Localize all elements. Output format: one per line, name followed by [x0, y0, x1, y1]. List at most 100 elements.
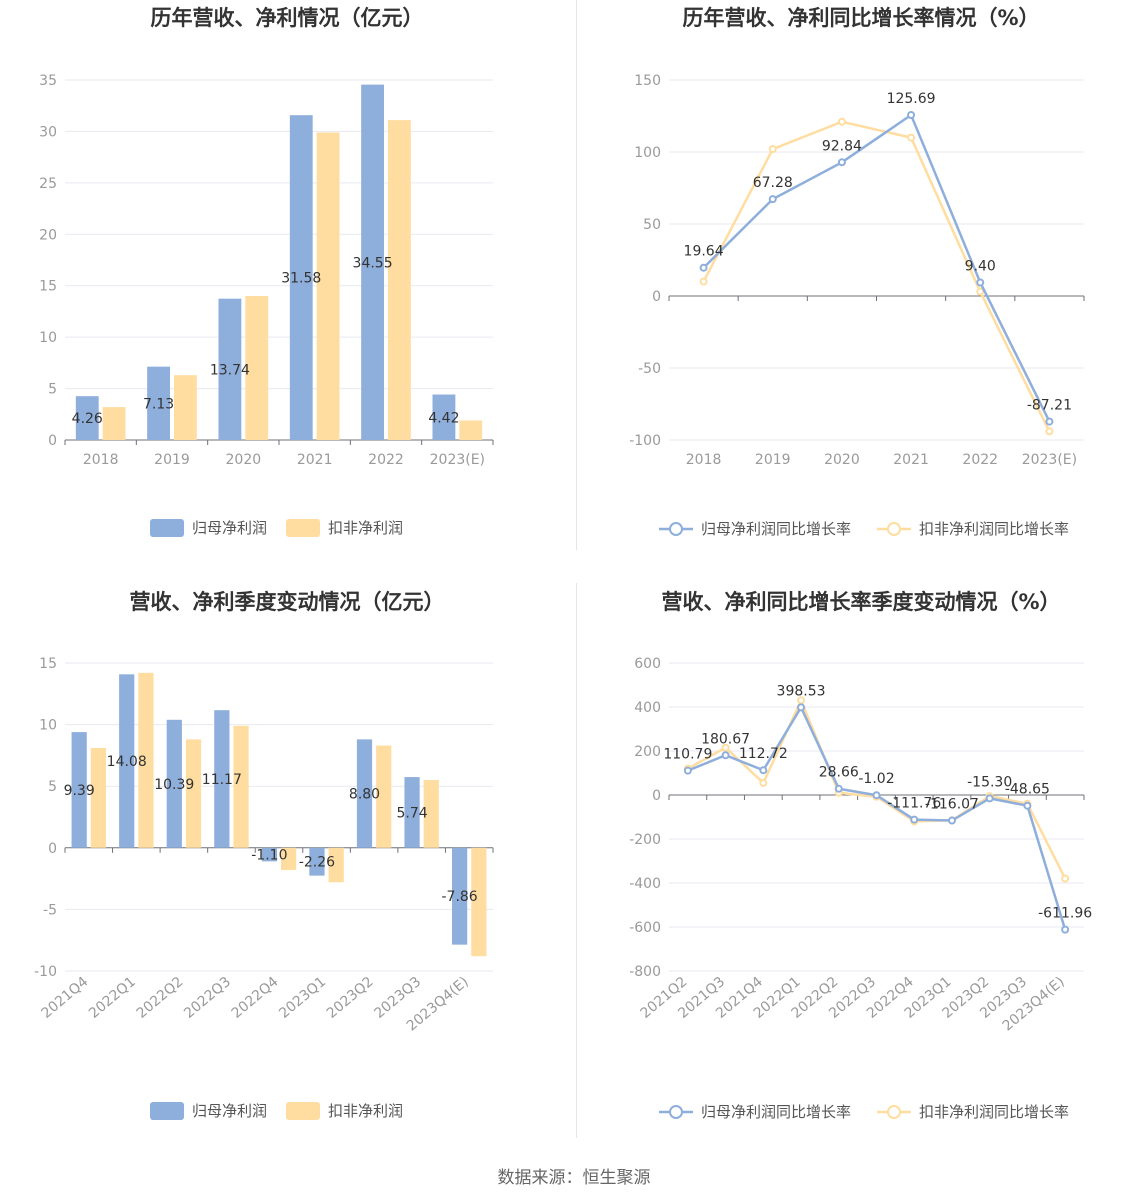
y-tick-label: -100 — [629, 433, 661, 449]
x-tick-label: 2022Q1 — [86, 974, 139, 1022]
point-series-a — [837, 158, 846, 167]
data-label: 9.39 — [64, 783, 95, 799]
x-tick-label: 2020 — [824, 452, 860, 468]
point-series-a — [1023, 801, 1032, 810]
y-tick-label: 5 — [48, 382, 57, 398]
data-label: 5.74 — [396, 805, 427, 821]
y-tick-label: -200 — [629, 832, 661, 848]
y-tick-label: 0 — [48, 433, 57, 449]
y-tick-label: 10 — [39, 330, 57, 346]
data-label: 112.72 — [739, 746, 788, 762]
y-tick-label: 600 — [634, 656, 661, 672]
point-series-b — [907, 133, 916, 142]
legend-label-a: 归母净利润同比增长率 — [701, 1103, 851, 1121]
bar-series-a — [75, 396, 99, 440]
x-tick-label: 2019 — [755, 452, 791, 468]
data-label: -7.86 — [441, 889, 477, 905]
point-series-a — [976, 278, 985, 287]
bar-series-b — [138, 672, 154, 848]
y-tick-label: 30 — [39, 124, 57, 140]
bar-series-b — [90, 748, 106, 848]
source-note: 数据来源：恒生聚源 — [497, 1168, 651, 1188]
y-tick-label: -5 — [43, 902, 57, 918]
point-series-b — [768, 145, 777, 154]
legend-marker-a — [669, 1105, 683, 1119]
point-series-a — [759, 766, 768, 775]
point-series-b — [1045, 427, 1054, 436]
legend-label-a: 归母净利润同比增长率 — [701, 520, 851, 538]
bar-series-b — [233, 725, 249, 848]
x-tick-label: 2022Q3 — [181, 974, 234, 1022]
data-label: 34.55 — [353, 255, 393, 271]
x-tick-label: 2021 — [893, 452, 929, 468]
point-series-a — [985, 794, 994, 803]
chart-title: 营收、净利同比增长率季度变动情况（%） — [661, 590, 1060, 614]
legend-marker-b — [887, 522, 901, 536]
x-tick-label: 2018 — [686, 452, 722, 468]
bar-series-b — [316, 132, 340, 440]
bar-series-b — [459, 420, 483, 440]
point-series-b — [721, 743, 730, 752]
point-series-a — [721, 751, 730, 760]
data-label: 7.13 — [143, 396, 174, 412]
point-series-a — [1061, 925, 1070, 934]
bar-series-a — [309, 847, 325, 876]
point-series-b — [1061, 874, 1070, 883]
x-tick-label: 2022 — [368, 452, 404, 468]
x-tick-label: 2022Q4 — [229, 974, 282, 1022]
quarterly-profit-chart: 营收、净利季度变动情况（亿元）-10-50510152021Q42022Q120… — [34, 590, 494, 1120]
legend-label-b: 扣非净利润 — [328, 519, 403, 537]
y-tick-label: 20 — [39, 227, 57, 243]
legend-swatch-b — [286, 1102, 320, 1120]
data-label: 9.40 — [965, 258, 996, 274]
bar-series-b — [102, 407, 126, 440]
x-tick-label: 2020 — [226, 452, 262, 468]
point-series-b — [976, 287, 985, 296]
y-tick-label: 400 — [634, 700, 661, 716]
data-label: -87.21 — [1027, 398, 1072, 414]
x-tick-label: 2021 — [297, 452, 333, 468]
panel-divider-top — [576, 0, 577, 550]
data-label: -611.96 — [1038, 906, 1092, 922]
bar-series-a — [404, 777, 420, 848]
line-series-b — [702, 120, 1051, 432]
data-label: 13.74 — [210, 362, 250, 378]
point-series-a — [768, 195, 777, 204]
data-label: -1.10 — [251, 848, 287, 864]
data-label: 125.69 — [887, 91, 936, 107]
y-tick-label: -50 — [638, 361, 661, 377]
legend-label-b: 扣非净利润 — [328, 1102, 403, 1120]
annual-profit-chart: 历年营收、净利情况（亿元） 0 5 10 15 20 25 30 35 2018 2019 2020 2… — [39, 6, 494, 537]
y-tick-label: 100 — [634, 145, 661, 161]
bar-series-a — [356, 739, 373, 848]
quarterly-growth-panel: 营收、净利同比增长率季度变动情况（%） -800 -600 -400 -200 0 200 4… — [574, 583, 1148, 1158]
annual-growth-panel: 历年营收、净利同比增长率情况（%） -100 -50 0 50 100 150 2018 201… — [574, 0, 1148, 575]
chart-title: 历年营收、净利同比增长率情况（%） — [682, 6, 1039, 30]
data-label: 19.64 — [684, 244, 724, 260]
x-tick-label: 2023Q2 — [324, 974, 377, 1022]
x-tick-label: 2023Q1 — [276, 974, 329, 1022]
bar-series-b — [328, 847, 344, 883]
bar-series-a — [147, 366, 170, 440]
x-tick-label: 2022 — [962, 452, 998, 468]
data-label: -111.76 — [887, 796, 941, 812]
data-label: 180.67 — [701, 731, 750, 747]
annual-growth-chart: 历年营收、净利同比增长率情况（%） -100 -50 0 50 100 150 2018 201… — [629, 6, 1085, 538]
y-tick-label: 200 — [634, 744, 661, 760]
bar-series-a — [218, 298, 242, 440]
chart-title: 历年营收、净利情况（亿元） — [151, 6, 424, 30]
y-tick-label: -600 — [629, 920, 661, 936]
panel-divider-bottom — [576, 583, 577, 1138]
y-tick-label: 150 — [634, 73, 661, 89]
data-label: 8.80 — [349, 787, 380, 803]
x-tick-label: 2023(E) — [1022, 452, 1077, 468]
y-tick-label: 50 — [643, 217, 661, 233]
data-label: 110.79 — [663, 747, 712, 763]
quarterly-profit-panel: 营收、净利季度变动情况（亿元） -10 -5 0 5 10 15 2021Q4 2022Q1 20… — [0, 583, 574, 1158]
point-series-a — [907, 111, 916, 120]
y-tick-label: 35 — [39, 73, 57, 89]
bar-series-a — [214, 710, 230, 848]
legend-marker-a — [669, 522, 683, 536]
legend-label-a: 归母净利润 — [192, 1102, 267, 1120]
quarterly-growth-chart: 营收、净利同比增长率季度变动情况（%） -800 -600 -400 -200 0 200 4… — [629, 590, 1092, 1121]
